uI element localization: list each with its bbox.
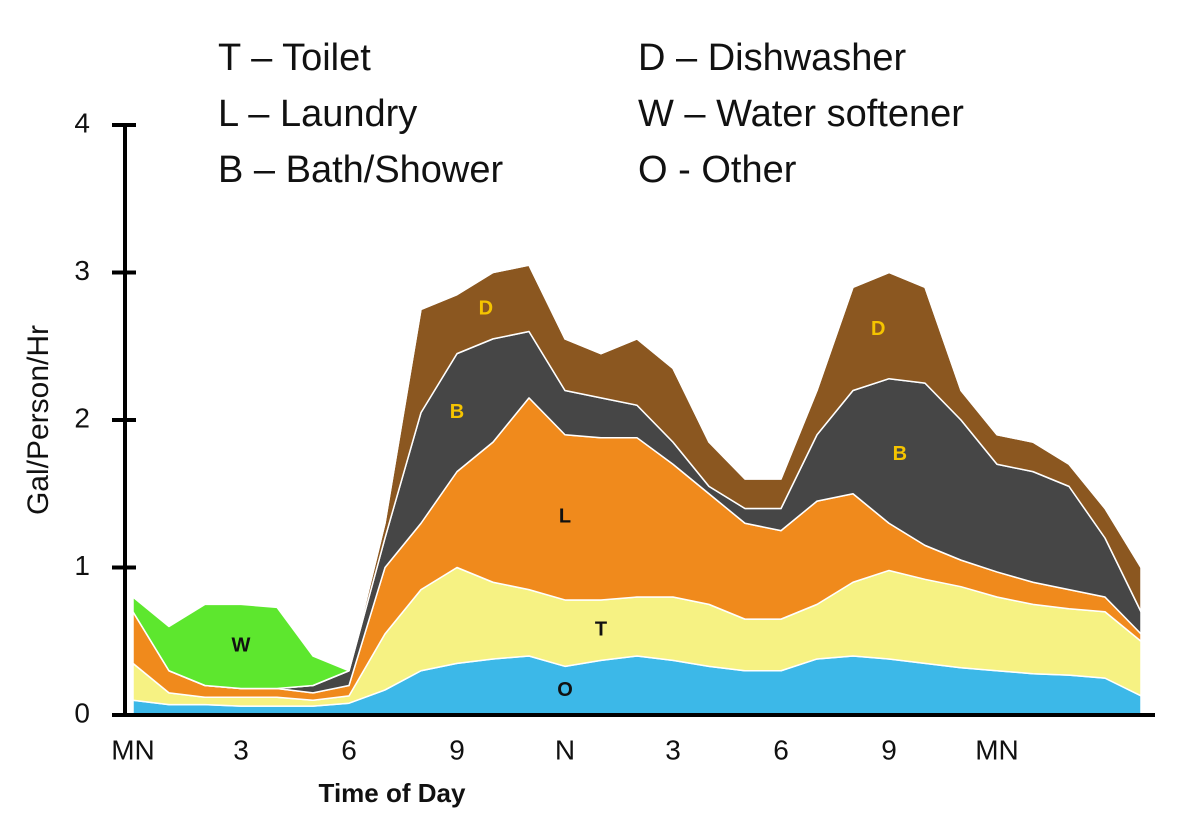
area [132,264,1142,690]
x-tick-label: 3 [233,734,249,765]
y-tick-label: 3 [74,255,90,286]
area-label: B [450,401,464,423]
area-label: W [232,635,251,657]
x-tick-label: 6 [773,734,789,765]
x-tick-label: 3 [665,734,681,765]
legend-entry: W – Water softener [638,93,964,135]
legend-entry: L – Laundry [218,93,417,135]
x-tick-label: N [555,734,575,765]
area-label: D [479,298,493,320]
y-tick-label: 1 [74,550,90,581]
x-tick-label: MN [975,734,1019,765]
x-tick-label: 9 [881,734,897,765]
area-label: D [871,318,885,340]
legend-entry: O - Other [638,149,797,191]
area-label: L [559,506,571,528]
x-axis-label: Time of Day [319,778,466,808]
y-tick-label: 4 [74,107,90,138]
foreground: 0 1 2 3 4 MN 3 6 9 N 3 6 9 MN T – Toilet L – Laundry B –… [74,37,1155,765]
areas [132,264,1142,716]
y-tick-label: 2 [74,402,90,433]
legend-entry: T – Toilet [218,37,371,79]
x-tick-label: MN [111,734,155,765]
legend-entry: B – Bath/Shower [218,149,504,191]
y-axis-label: Gal/Person/Hr [22,325,55,515]
x-tick-label: 6 [341,734,357,765]
legend-entry: D – Dishwasher [638,37,907,79]
x-tick-label: 9 [449,734,465,765]
area-label: O [557,679,573,701]
y-tick-label: 0 [74,697,90,728]
area-label: T [595,618,607,640]
area-label: B [893,443,907,465]
